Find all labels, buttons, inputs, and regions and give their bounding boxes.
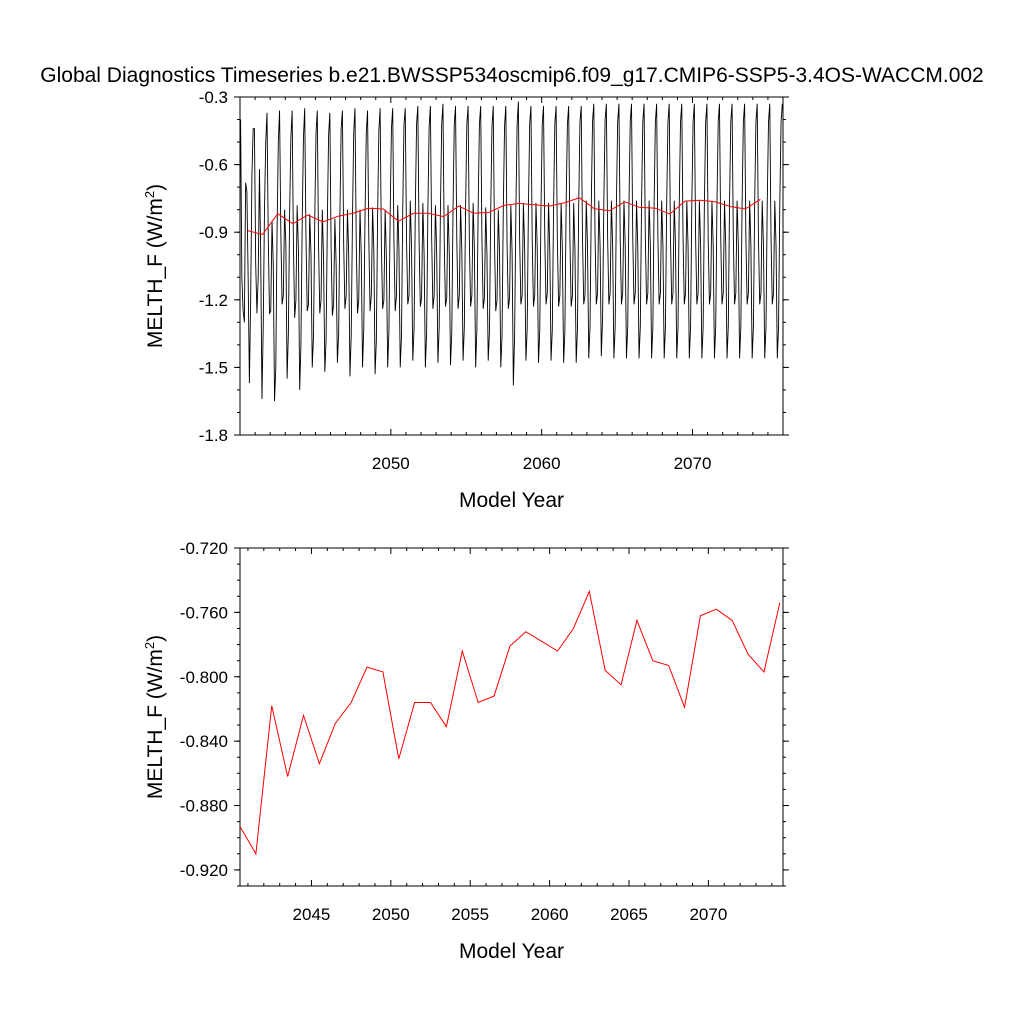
bottom-tick-labels: 2045 2050 2055 2060 2065 2070 -0.920 -0.880 -0.8… (180, 539, 727, 924)
top-timeseries-chart: 2050 2060 2070 -1.8 -1.5 -1.2 -0.9 -0.6 -0.3 Mod… (142, 88, 789, 512)
top-ytick-label-1: -1.5 (199, 358, 228, 377)
top-series-annual-line (247, 197, 761, 236)
top-ytick-label-5: -0.3 (199, 88, 228, 107)
top-series-monthly-line (240, 101, 783, 402)
top-ytick-label-4: -0.6 (199, 156, 228, 175)
bottom-plot-frame (239, 547, 784, 887)
bottom-xtick-label-1: 2050 (372, 905, 410, 924)
bottom-xtick-label-4: 2065 (610, 905, 648, 924)
top-x-axis-title: Model Year (459, 489, 564, 512)
top-y-axis-title: MELTH_F (W/m2) (142, 184, 167, 348)
top-ytick-label-2: -1.2 (199, 291, 228, 310)
bottom-ytick-label-2: -0.840 (180, 732, 228, 751)
bottom-series-annual-line (239, 589, 781, 856)
bottom-ytick-label-5: -0.720 (180, 539, 228, 558)
bottom-xtick-label-0: 2045 (293, 905, 331, 924)
bottom-y-axis-title: MELTH_F (W/m2) (142, 635, 167, 799)
top-ytick-label-0: -1.8 (199, 426, 228, 445)
top-xtick-label-0: 2050 (372, 454, 410, 473)
bottom-xtick-label-3: 2060 (531, 905, 569, 924)
bottom-ytick-label-4: -0.760 (180, 603, 228, 622)
top-xtick-label-2: 2070 (674, 454, 712, 473)
bottom-annual-chart: 2045 2050 2055 2060 2065 2070 -0.920 -0.880 -0.8… (142, 539, 789, 963)
top-ytick-label-3: -0.9 (199, 223, 228, 242)
top-tick-labels: 2050 2060 2070 -1.8 -1.5 -1.2 -0.9 -0.6 -0.3 (199, 88, 712, 473)
top-xtick-label-1: 2060 (523, 454, 561, 473)
bottom-xtick-label-5: 2070 (689, 905, 727, 924)
bottom-ticks (234, 547, 789, 887)
figure-title: Global Diagnostics Timeseries b.e21.BWSS… (40, 64, 983, 87)
bottom-x-axis-title: Model Year (459, 940, 564, 963)
bottom-ytick-label-1: -0.880 (180, 797, 228, 816)
bottom-xtick-label-2: 2055 (451, 905, 489, 924)
bottom-series (239, 589, 781, 856)
top-series (240, 101, 783, 402)
bottom-ytick-label-3: -0.800 (180, 668, 228, 687)
top-ticks (234, 96, 789, 436)
bottom-ytick-label-0: -0.920 (180, 861, 228, 880)
